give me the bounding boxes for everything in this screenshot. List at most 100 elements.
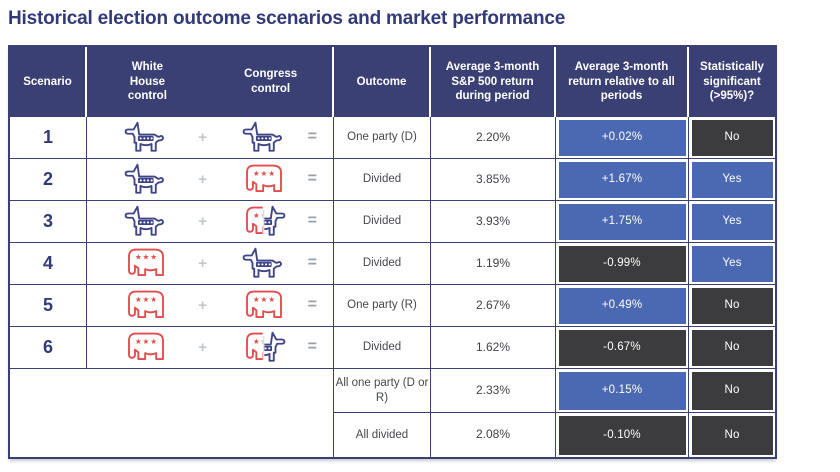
table-row: 3 + = Divided 3.93% +1.75% Yes	[10, 201, 775, 243]
republican-elephant-icon	[246, 290, 283, 318]
col-header-outcome: Outcome	[334, 47, 431, 117]
significant-cell: Yes	[689, 159, 775, 201]
table-body: 1 + = One party (D) 2.20% +0.02% No 2 +	[10, 117, 775, 457]
congress-icon-slot	[221, 289, 308, 323]
significant-value: No	[691, 415, 773, 455]
plus-operator: +	[198, 170, 207, 188]
scenario-number: 2	[10, 159, 87, 201]
relative-return-value: -0.99%	[558, 245, 686, 282]
democrat-donkey-icon	[124, 163, 164, 194]
outcome-cell: Divided	[334, 243, 431, 285]
equals-operator: =	[307, 128, 317, 146]
relative-return-cell: +0.02%	[556, 117, 689, 159]
avg-return-cell: 3.93%	[431, 201, 556, 243]
col-header-controls: White House control Congress control	[87, 47, 334, 117]
scenario-number: 6	[10, 327, 87, 369]
equals-operator: =	[307, 212, 317, 230]
relative-return-value: +0.15%	[558, 371, 686, 410]
plus-operator: +	[198, 338, 207, 356]
plus-operator: +	[198, 296, 207, 314]
scenario-number: 4	[10, 243, 87, 285]
significant-cell: No	[689, 327, 775, 369]
relative-return-cell: +1.67%	[556, 159, 689, 201]
significant-cell: No	[689, 285, 775, 327]
significant-cell: No	[689, 413, 775, 457]
white-house-icon-slot	[107, 163, 185, 197]
summary-row: All divided 2.08% -0.10% No	[10, 413, 775, 457]
significant-value: No	[691, 119, 773, 156]
congress-icon-slot	[221, 163, 308, 197]
col-header-white-house: White House control	[127, 60, 167, 103]
avg-return-cell: 3.85%	[431, 159, 556, 201]
avg-return-cell: 2.67%	[431, 285, 556, 327]
democrat-donkey-icon	[242, 121, 283, 152]
significant-cell: No	[689, 369, 775, 413]
relative-return-value: -0.10%	[558, 415, 686, 455]
relative-return-value: +1.67%	[558, 161, 686, 198]
col-header-scenario: Scenario	[10, 47, 87, 117]
scenario-number: 5	[10, 285, 87, 327]
plus-operator: +	[198, 128, 207, 146]
avg-return-cell: 2.33%	[431, 369, 556, 413]
significant-value: No	[691, 287, 773, 324]
democrat-donkey-icon	[124, 205, 164, 236]
outcome-cell: All one party (D or R)	[334, 369, 431, 413]
table-row: 4 + = Divided 1.19% -0.99% Yes	[10, 243, 775, 285]
table-row: 1 + = One party (D) 2.20% +0.02% No	[10, 117, 775, 159]
white-house-icon-slot	[107, 331, 185, 365]
header-row: Scenario White House control Congress co…	[10, 47, 775, 117]
avg-return-cell: 1.62%	[431, 327, 556, 369]
control-cell: + =	[87, 159, 334, 201]
significant-cell: Yes	[689, 243, 775, 285]
relative-return-cell: -0.67%	[556, 327, 689, 369]
page-title: Historical election outcome scenarios an…	[8, 8, 566, 29]
republican-elephant-icon	[127, 248, 164, 276]
control-cell: + =	[87, 327, 334, 369]
relative-return-cell: -0.10%	[556, 413, 689, 457]
table-row: 5 + = One party (R) 2.67% +0.49% No	[10, 285, 775, 327]
white-house-icon-slot	[107, 247, 185, 281]
congress-icon-slot	[221, 121, 308, 155]
avg-return-cell: 2.08%	[431, 413, 556, 457]
empty-merged-cell	[10, 369, 334, 457]
scenario-number: 3	[10, 201, 87, 243]
col-header-congress: Congress control	[244, 68, 298, 95]
control-cell: + =	[87, 117, 334, 159]
outcome-cell: All divided	[334, 413, 431, 457]
significant-value: No	[691, 329, 773, 366]
significant-value: Yes	[691, 203, 773, 240]
relative-return-cell: -0.99%	[556, 243, 689, 285]
equals-operator: =	[307, 338, 317, 356]
white-house-icon-slot	[107, 121, 185, 155]
table-row: 6 + = Divided 1.62% -0.67% No	[10, 327, 775, 369]
control-cell: + =	[87, 285, 334, 327]
relative-return-cell: +0.15%	[556, 369, 689, 413]
relative-return-value: +0.02%	[558, 119, 686, 156]
significant-value: No	[691, 371, 773, 410]
equals-operator: =	[307, 296, 317, 314]
col-header-relative-return: Average 3-month return relative to all p…	[556, 47, 689, 117]
split-elephant-donkey-icon	[246, 205, 286, 236]
congress-icon-slot	[221, 247, 308, 281]
scenario-number: 1	[10, 117, 87, 159]
plus-operator: +	[198, 254, 207, 272]
relative-return-value: +1.75%	[558, 203, 686, 240]
republican-elephant-icon	[127, 332, 164, 360]
white-house-icon-slot	[107, 205, 185, 239]
control-cell: + =	[87, 201, 334, 243]
significant-cell: No	[689, 117, 775, 159]
relative-return-value: +0.49%	[558, 287, 686, 324]
democrat-donkey-icon	[124, 121, 164, 152]
outcome-cell: Divided	[334, 327, 431, 369]
scenarios-table: Scenario White House control Congress co…	[8, 45, 777, 459]
table-row: 2 + = Divided 3.85% +1.67% Yes	[10, 159, 775, 201]
relative-return-cell: +0.49%	[556, 285, 689, 327]
congress-icon-slot	[221, 331, 308, 365]
significant-cell: Yes	[689, 201, 775, 243]
relative-return-value: -0.67%	[558, 329, 686, 366]
split-elephant-donkey-icon	[246, 331, 286, 362]
significant-value: Yes	[691, 161, 773, 198]
avg-return-cell: 2.20%	[431, 117, 556, 159]
republican-elephant-icon	[127, 290, 164, 318]
avg-return-cell: 1.19%	[431, 243, 556, 285]
